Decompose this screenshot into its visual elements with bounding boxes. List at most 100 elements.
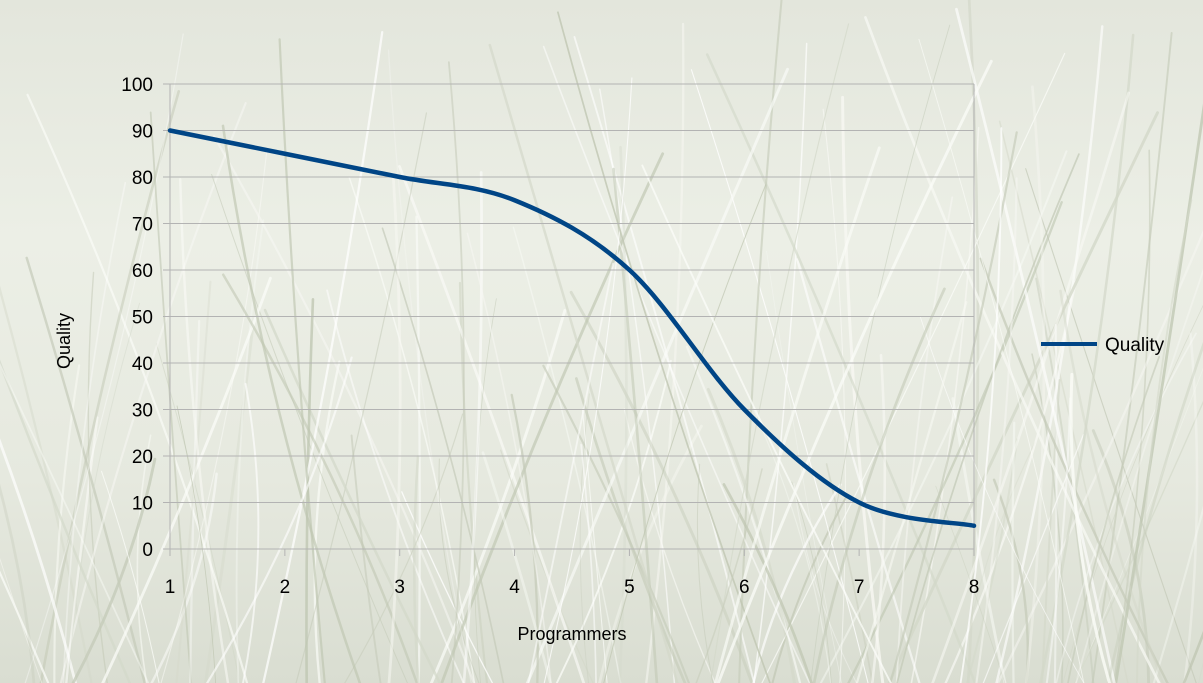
grass-blade	[1062, 304, 1203, 683]
grass-blade	[150, 472, 218, 683]
grass-blade	[0, 285, 93, 683]
grass-blade	[438, 458, 480, 683]
grass-blade	[1152, 505, 1203, 683]
grass-blade	[0, 438, 78, 683]
x-axis-tick-labels: 1 2 3 4 5 6 7 8	[165, 549, 980, 598]
grass-blade	[1031, 353, 1064, 683]
grass-blade	[205, 356, 353, 683]
grass-blade	[0, 484, 36, 683]
grass-blade	[235, 219, 265, 683]
grass-blade	[710, 23, 850, 683]
grass-blade	[263, 308, 442, 683]
grass-blade	[101, 276, 272, 683]
x-tick-label-4: 4	[509, 577, 520, 598]
grass-blade	[998, 120, 1129, 683]
x-tick-label-5: 5	[624, 577, 635, 598]
y-tick-label-50: 50	[132, 308, 153, 329]
grass-blade	[1183, 332, 1199, 683]
grass-blade	[26, 93, 249, 683]
grass-blade	[59, 102, 247, 683]
grass-blade	[1114, 103, 1203, 683]
grass-blade	[542, 45, 811, 683]
grass-blade	[966, 438, 1019, 683]
grass-blade	[766, 250, 842, 683]
grass-blade	[819, 150, 1068, 683]
y-tick-label-60: 60	[132, 261, 153, 282]
x-tick-label-7: 7	[854, 577, 865, 598]
grass-blade	[1067, 355, 1160, 683]
grass-blade	[381, 227, 505, 683]
grass-blade	[313, 360, 341, 683]
y-tick-label-70: 70	[132, 215, 153, 236]
grass-blade	[447, 61, 465, 683]
grass-blade	[1091, 31, 1173, 683]
grass-blade	[771, 493, 849, 683]
grass-blade	[931, 91, 1130, 683]
grass-blade	[67, 302, 141, 683]
grass-blade	[1045, 397, 1072, 683]
grass-blade	[458, 281, 489, 683]
grass-blade	[136, 434, 152, 683]
grass-blade	[855, 301, 968, 683]
grass-blade	[580, 443, 597, 683]
grass-blade	[440, 152, 665, 683]
grass-blade	[242, 382, 260, 683]
y-axis-tick-labels: 0 10 20 30 40 50 60 70 80 90 100	[121, 75, 170, 561]
grass-blade	[623, 408, 716, 683]
grass-blade	[612, 167, 659, 683]
grass-blade	[1024, 85, 1046, 683]
grass-blade	[618, 145, 628, 683]
grass-blade	[350, 434, 382, 683]
legend: Quality	[1041, 335, 1165, 356]
grass-blade	[979, 257, 1169, 683]
grass-blade	[1039, 33, 1135, 683]
x-tick-label-8: 8	[969, 577, 980, 598]
legend-label-quality: Quality	[1105, 335, 1165, 356]
grass-blade	[841, 95, 885, 683]
grass-blade	[39, 90, 181, 683]
grass-blade	[542, 364, 691, 683]
grass-blade	[705, 53, 977, 683]
grass-blade	[796, 258, 921, 683]
grass-blade	[581, 408, 608, 683]
y-tick-label-20: 20	[132, 447, 153, 468]
grass-blade	[543, 77, 633, 683]
grass-blade	[1075, 367, 1203, 683]
y-tick-label-90: 90	[132, 122, 153, 143]
grass-blade	[101, 470, 160, 683]
grass-blade	[221, 124, 362, 683]
grass-blade	[387, 172, 402, 683]
grass-blade	[706, 387, 796, 683]
grass-blade	[1055, 332, 1197, 683]
grass-blade	[175, 280, 212, 683]
grass-blade	[24, 33, 184, 683]
grass-blade	[0, 363, 150, 683]
grass-blade	[995, 25, 1104, 683]
grass-blade	[895, 196, 954, 683]
grass-blade	[510, 393, 539, 683]
series-group	[167, 128, 977, 528]
grass-blade	[326, 289, 465, 683]
grass-blade	[178, 178, 230, 683]
grass-blade	[1075, 268, 1203, 683]
y-tick-label-80: 80	[132, 168, 153, 189]
grass-blade	[982, 434, 1085, 683]
grass-blade	[527, 262, 615, 683]
grass-blade	[429, 309, 567, 683]
grass-blade	[889, 131, 1018, 683]
grass-blade	[71, 457, 157, 683]
grass-blade	[695, 468, 763, 683]
grass-blade	[955, 7, 1116, 683]
grass-blade	[975, 177, 1018, 683]
grass-blade	[1136, 199, 1193, 683]
grass-blade	[488, 43, 679, 683]
grass-blade	[160, 150, 268, 683]
grass-blade	[696, 463, 714, 683]
grass-blade	[959, 127, 1003, 683]
x-axis-title: Programmers	[517, 624, 626, 644]
grass-blade	[910, 126, 980, 683]
grass-blade	[525, 67, 790, 683]
grass-blade	[189, 319, 201, 683]
grass-blade	[466, 232, 552, 683]
grass-blade	[722, 483, 813, 683]
